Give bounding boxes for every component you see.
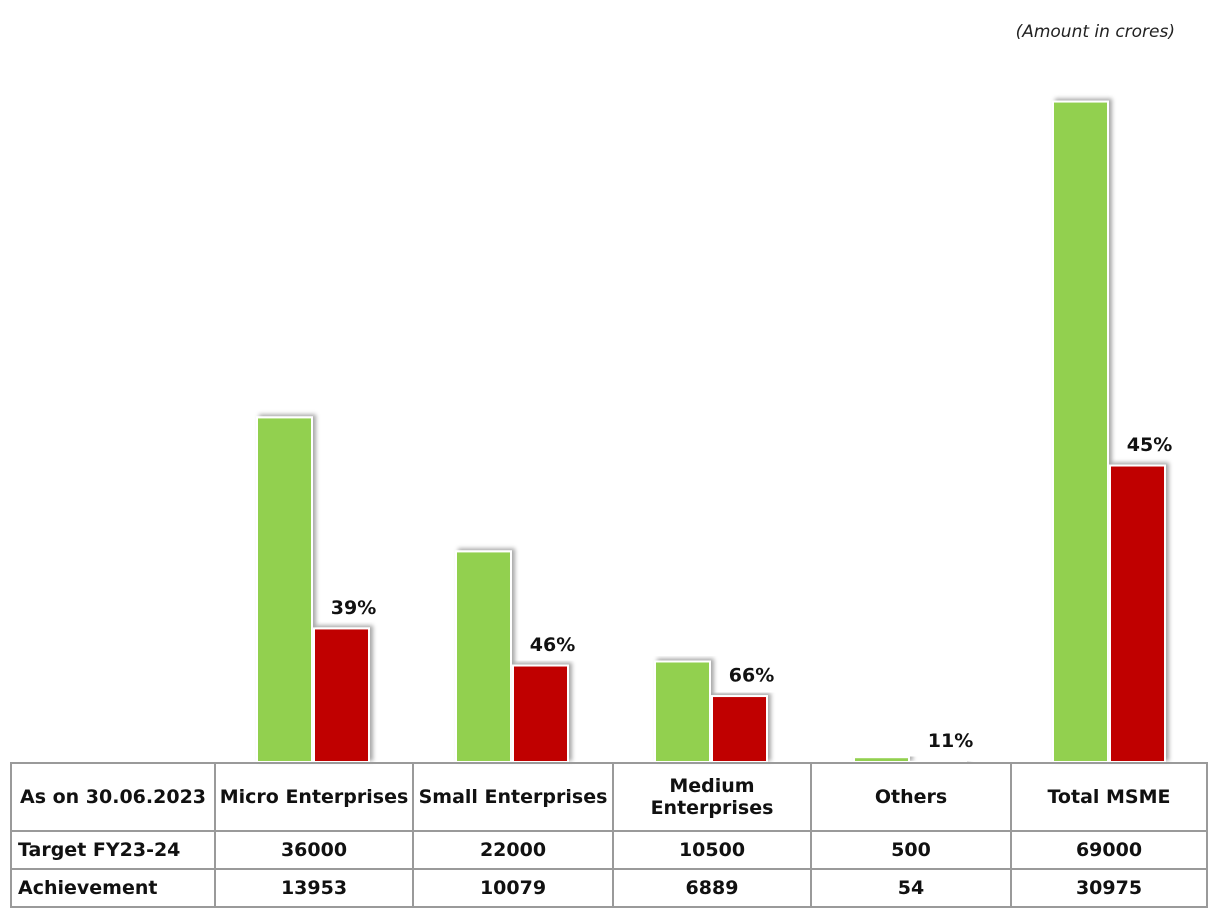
bar <box>313 627 370 763</box>
bar <box>1109 464 1166 763</box>
table-value: 22000 <box>412 830 614 870</box>
note: (Amount in crores) <box>1016 22 1175 42</box>
percent-label: 11% <box>928 730 973 752</box>
series-name: Target FY23-24 <box>10 830 216 870</box>
table-row: Target FY23-24 36000 22000 10500 500 69000 <box>10 830 1208 870</box>
table-value: 30975 <box>1010 868 1208 908</box>
category-label: Others <box>810 762 1012 832</box>
table-value: 6889 <box>612 868 812 908</box>
table-header: As on 30.06.2023 <box>10 762 216 832</box>
percent-label: 46% <box>530 634 575 656</box>
percent-label: 66% <box>729 665 774 687</box>
percent-label: 39% <box>331 597 376 619</box>
table-value: 13953 <box>214 868 414 908</box>
bar <box>455 550 512 764</box>
bars <box>256 100 1166 764</box>
data-table: As on 30.06.2023 Micro Enterprises Small … <box>10 762 1208 908</box>
table-value: 69000 <box>1010 830 1208 870</box>
bar <box>512 664 569 763</box>
percent-label: 45% <box>1127 434 1172 456</box>
category-label: Micro Enterprises <box>214 762 414 832</box>
series-name: Achievement <box>10 868 216 908</box>
bar <box>1052 100 1109 764</box>
bar <box>256 416 313 763</box>
category-label: Small Enterprises <box>412 762 614 832</box>
bar <box>853 756 910 764</box>
bar <box>910 760 967 764</box>
table-row: Achievement 13953 10079 6889 54 30975 <box>10 868 1208 908</box>
table-value: 500 <box>810 830 1012 870</box>
category-label: Total MSME <box>1010 762 1208 832</box>
table-value: 10500 <box>612 830 812 870</box>
table-header-row: As on 30.06.2023 Micro Enterprises Small … <box>10 762 1208 832</box>
category-label: Medium Enterprises <box>612 762 812 832</box>
table-value: 36000 <box>214 830 414 870</box>
bar <box>654 660 711 763</box>
bar <box>711 695 768 764</box>
table-value: 54 <box>810 868 1012 908</box>
table-value: 10079 <box>412 868 614 908</box>
